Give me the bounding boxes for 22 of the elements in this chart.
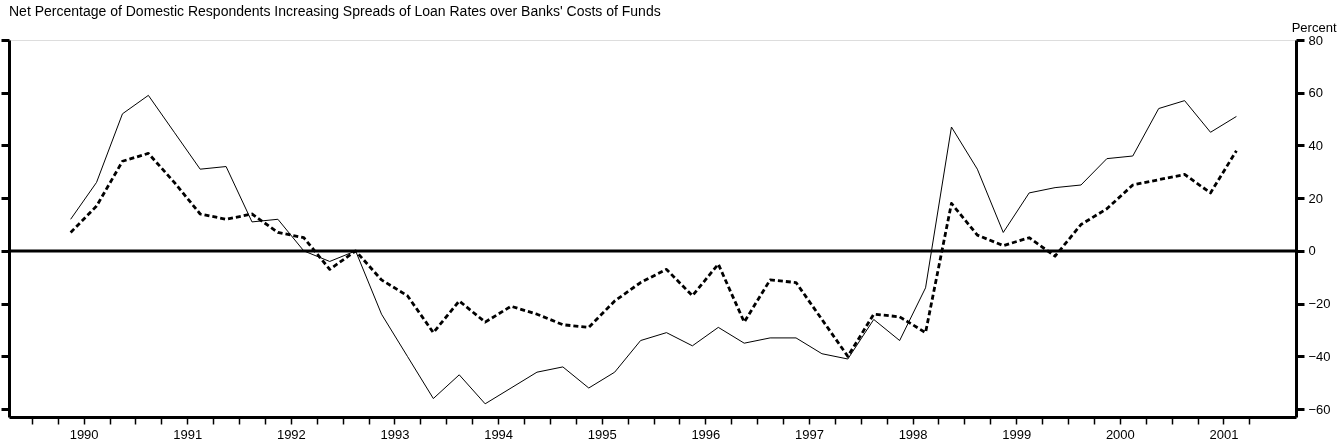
y-tick-label: −40 xyxy=(1308,348,1331,364)
y-tick-label: 20 xyxy=(1308,190,1323,206)
y-tick-label: 40 xyxy=(1308,137,1323,153)
x-tick-label: 1990 xyxy=(69,426,99,442)
x-tick-label: 2001 xyxy=(1209,426,1239,442)
x-tick-label: 1993 xyxy=(380,426,410,442)
x-tick-label: 1997 xyxy=(795,426,824,442)
y-tick-label: −20 xyxy=(1308,296,1331,312)
x-tick-label: 1992 xyxy=(276,426,306,442)
x-tick-label: 1999 xyxy=(1002,426,1032,442)
y-tick-label: 0 xyxy=(1308,243,1316,259)
x-tick-label: 1994 xyxy=(484,426,514,442)
x-tick-label: 1995 xyxy=(587,426,617,442)
x-tick-label: 1998 xyxy=(898,426,928,442)
y-tick-label: 60 xyxy=(1308,85,1323,101)
y-tick-label: −60 xyxy=(1308,401,1331,417)
y-axis-title: Percent xyxy=(1291,19,1337,35)
chart-title: Net Percentage of Domestic Respondents Increasing Spreads of Loan Rates over Banks' Costs of Funds xyxy=(9,3,661,19)
x-tick-label: 1996 xyxy=(691,426,721,442)
x-tick-label: 1991 xyxy=(173,426,203,442)
y-tick-label: 80 xyxy=(1308,32,1323,48)
x-tick-label: 2000 xyxy=(1105,426,1135,442)
